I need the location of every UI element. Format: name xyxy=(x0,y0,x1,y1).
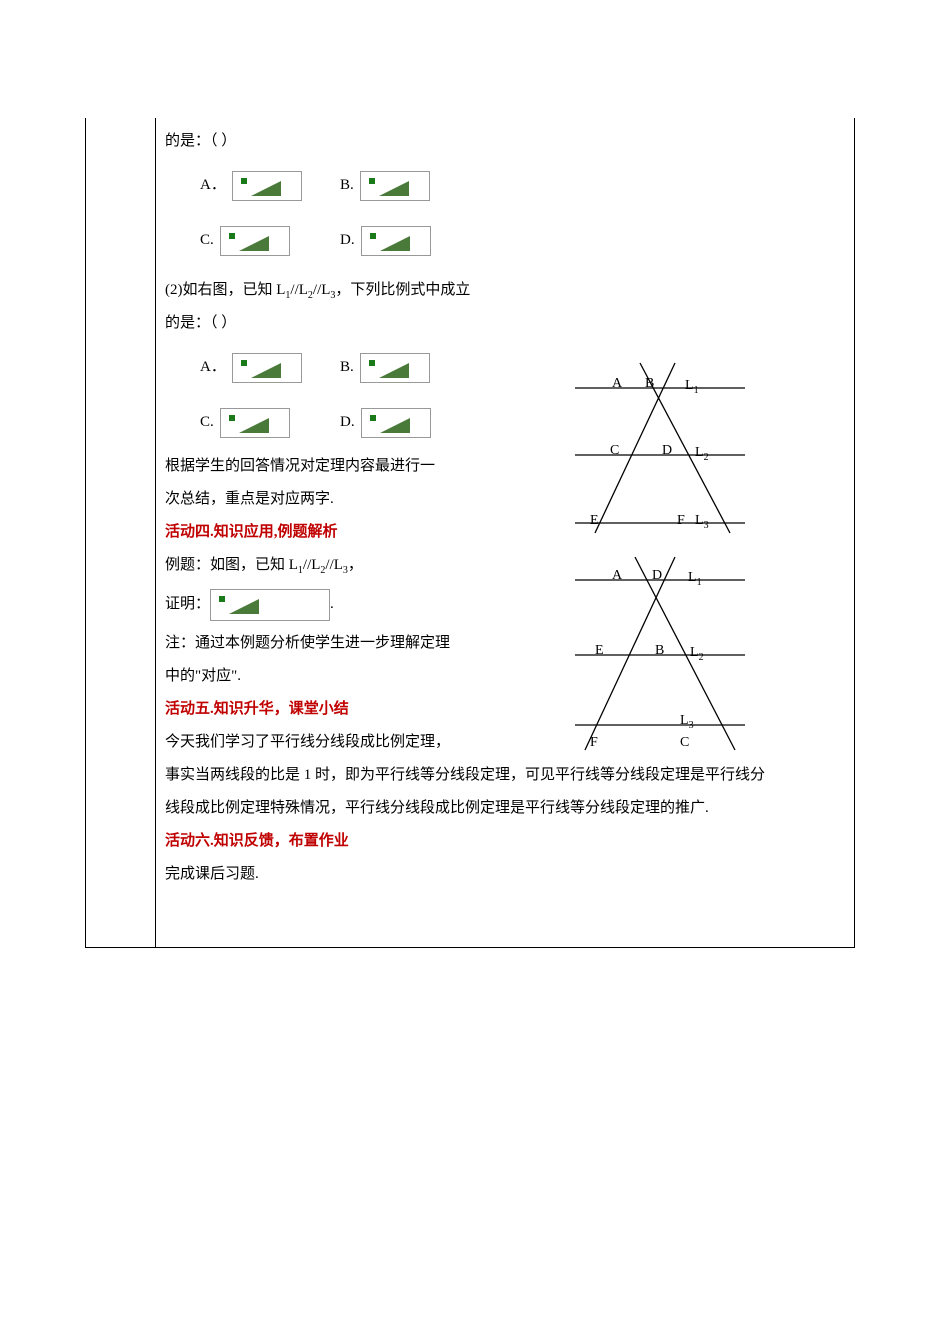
homework: 完成课后习题. xyxy=(165,858,845,891)
choice-label: C. xyxy=(200,406,214,439)
fraction-placeholder-icon xyxy=(360,171,430,201)
choice-label: B. xyxy=(340,351,354,384)
fraction-placeholder-icon xyxy=(220,226,290,256)
q1-choice-c: C. xyxy=(200,224,340,257)
fraction-placeholder-icon xyxy=(361,408,431,438)
example-intro-a: 例题：如图，已知 L xyxy=(165,557,298,573)
diagram-1: A B L1 C D L2 E F L3 xyxy=(570,358,750,548)
section6-title: 活动六.知识反馈，布置作业 xyxy=(165,825,845,858)
diag2-label-c: C xyxy=(680,735,689,751)
fraction-placeholder-icon xyxy=(210,589,330,621)
left-column-divider xyxy=(155,118,156,948)
diag1-label-l3: L3 xyxy=(695,513,709,531)
fraction-placeholder-icon xyxy=(232,353,302,383)
diag1-label-c: C xyxy=(610,443,619,459)
diag1-label-f: F xyxy=(677,513,685,529)
diag2-label-l3: L3 xyxy=(680,713,694,731)
diag2-label-e: E xyxy=(595,643,604,659)
diag1-label-l1: L1 xyxy=(685,378,699,396)
diag2-label-d: D xyxy=(652,568,662,584)
q2-intro-a: (2)如右图，已知 L xyxy=(165,282,285,298)
q2-choice-a: A． xyxy=(200,351,340,384)
choice-label: D. xyxy=(340,406,355,439)
q2-choice-b: B. xyxy=(340,351,480,384)
q1-choice-d: D. xyxy=(340,224,480,257)
diagram-2: A D L1 E B L2 L3 F C xyxy=(570,555,750,745)
q2-intro-c: //L xyxy=(313,282,331,298)
diag2-label-l1: L1 xyxy=(688,570,702,588)
choice-label: B. xyxy=(340,169,354,202)
q1-stem: 的是：（ ） xyxy=(165,125,845,158)
choice-label: A． xyxy=(200,169,226,202)
diag2-label-a: A xyxy=(612,568,622,584)
prove-end: . xyxy=(330,588,334,621)
diag1-label-a: A xyxy=(612,376,622,392)
q2-choice-c: C. xyxy=(200,406,340,439)
fraction-placeholder-icon xyxy=(361,226,431,256)
q1-choice-b: B. xyxy=(340,169,480,202)
choice-label: D. xyxy=(340,224,355,257)
summary-3: 线段成比例定理特殊情况，平行线分线段成比例定理是平行线等分线段定理的推广. xyxy=(165,792,845,825)
diag1-label-d: D xyxy=(662,443,672,459)
summary-2: 事实当两线段的比是 1 时，即为平行线等分线段定理，可见平行线等分线段定理是平行… xyxy=(165,759,845,792)
fraction-placeholder-icon xyxy=(220,408,290,438)
q1-choices-row1: A． B. xyxy=(165,158,845,213)
diag2-label-l2: L2 xyxy=(690,645,704,663)
diag2-label-b: B xyxy=(655,643,664,659)
diag2-label-f: F xyxy=(590,735,598,751)
q2-stem: 的是：（ ） xyxy=(165,307,845,340)
example-intro-c: //L xyxy=(325,557,343,573)
example-intro-d: ， xyxy=(348,557,363,573)
diag1-label-l2: L2 xyxy=(695,445,709,463)
diag1-label-b: B xyxy=(645,376,654,392)
q2-choice-d: D. xyxy=(340,406,480,439)
example-intro-b: //L xyxy=(303,557,321,573)
fraction-placeholder-icon xyxy=(232,171,302,201)
choice-label: C. xyxy=(200,224,214,257)
q1-choices-row2: C. D. xyxy=(165,213,845,268)
q1-choice-a: A． xyxy=(200,169,340,202)
diag1-label-e: E xyxy=(590,513,599,529)
q2-intro: (2)如右图，已知 L1//L2//L3，下列比例式中成立 xyxy=(165,274,845,307)
q2-intro-b: //L xyxy=(290,282,308,298)
q2-intro-d: ，下列比例式中成立 xyxy=(335,282,470,298)
fraction-placeholder-icon xyxy=(360,353,430,383)
prove-label: 证明： xyxy=(165,588,210,621)
choice-label: A． xyxy=(200,351,226,384)
